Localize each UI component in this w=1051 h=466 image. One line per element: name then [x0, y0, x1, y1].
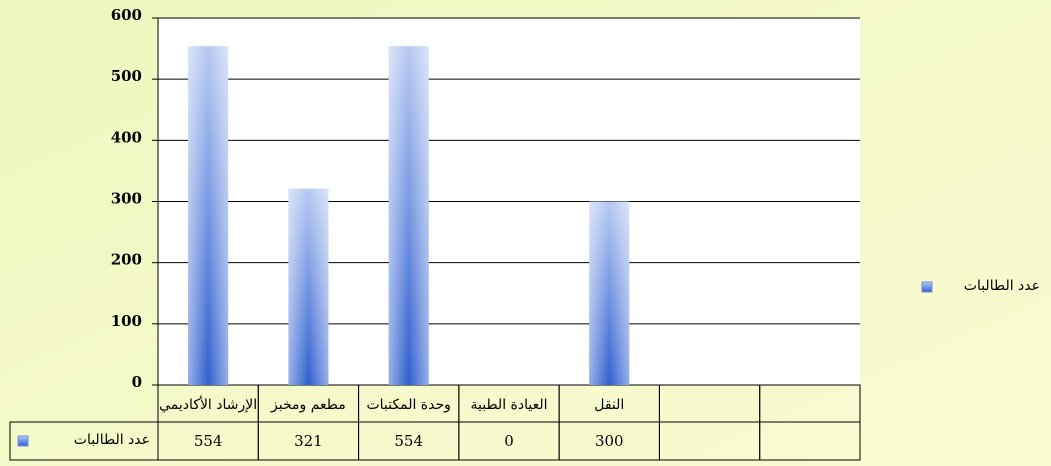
- y-tick-label: 300: [111, 190, 142, 208]
- y-tick-label: 0: [132, 373, 142, 391]
- x-tick-label: وحدة المكتبات: [366, 397, 450, 413]
- table-value: 300: [595, 432, 624, 450]
- y-tick-label: 200: [111, 251, 142, 269]
- legend-label: عدد الطالبات: [964, 278, 1040, 294]
- table-cell: [759, 421, 861, 461]
- bar: [388, 46, 429, 386]
- table-series-name: عدد الطالبات: [74, 432, 150, 448]
- y-tick-label: 100: [111, 312, 142, 330]
- x-tick-label: مطعم ومخبز: [270, 397, 346, 413]
- bar: [589, 201, 630, 385]
- bar: [188, 46, 229, 386]
- table-value: 321: [294, 432, 323, 450]
- x-tick-label: النقل: [594, 397, 624, 413]
- y-tick-label: 500: [111, 67, 142, 85]
- y-tick-label: 400: [111, 128, 142, 146]
- x-tick-label: العيادة الطبية: [470, 397, 547, 413]
- table-value: 554: [194, 432, 223, 450]
- x-tick-label: الإرشاد الأكاديمي: [159, 395, 257, 413]
- table-value: 0: [504, 432, 514, 450]
- bar: [288, 188, 329, 385]
- legend-marker: [17, 435, 29, 447]
- y-tick-label: 600: [111, 6, 142, 24]
- legend-marker: [921, 281, 933, 293]
- table-value: 554: [394, 432, 423, 450]
